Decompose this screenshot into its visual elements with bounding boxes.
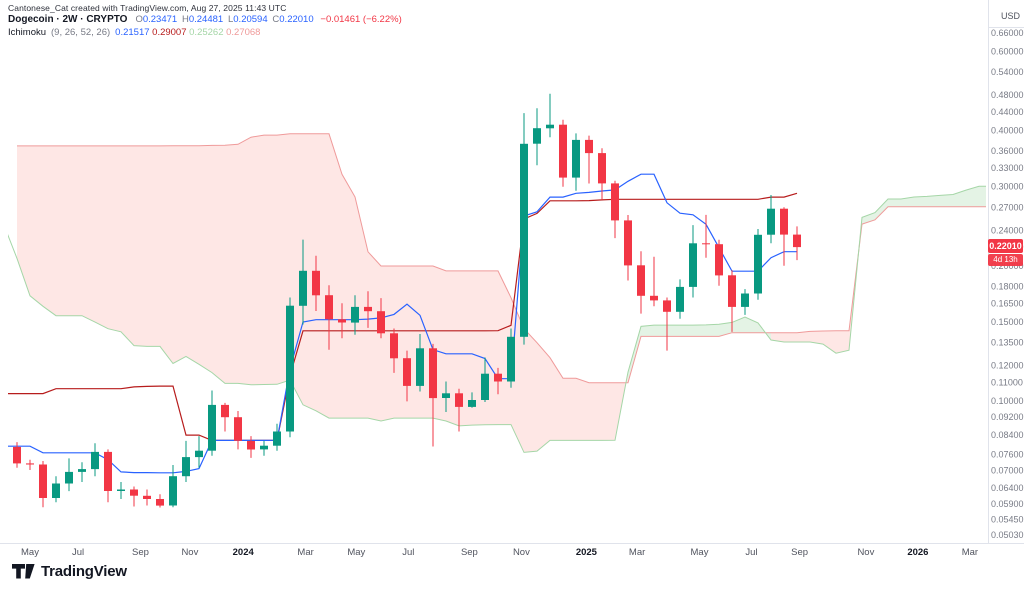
- symbol-title[interactable]: Dogecoin · 2W · CRYPTO: [8, 14, 128, 25]
- ichimoku-lines: [8, 133, 986, 474]
- svg-text:0.40000: 0.40000: [991, 126, 1024, 136]
- svg-text:Jul: Jul: [745, 547, 757, 558]
- svg-text:2024: 2024: [233, 547, 255, 558]
- candlesticks: [13, 93, 801, 508]
- tradingview-logo[interactable]: TradingView: [12, 563, 127, 580]
- svg-text:0.54000: 0.54000: [991, 67, 1024, 77]
- high-value: 0.24481: [188, 14, 224, 25]
- indicator-params: (9, 26, 52, 26): [51, 27, 111, 38]
- svg-text:Sep: Sep: [132, 547, 149, 558]
- svg-text:0.07000: 0.07000: [991, 466, 1024, 476]
- svg-text:0.05450: 0.05450: [991, 514, 1024, 524]
- open-label: O: [135, 14, 143, 25]
- low-value: 0.20594: [233, 14, 268, 25]
- svg-text:0.06400: 0.06400: [991, 483, 1024, 493]
- svg-text:0.66000: 0.66000: [991, 28, 1024, 38]
- indicator-value: 0.27068: [226, 27, 261, 38]
- svg-text:Nov: Nov: [513, 547, 530, 558]
- svg-text:Mar: Mar: [962, 547, 978, 558]
- indicator-value: 0.21517: [115, 27, 150, 38]
- svg-text:May: May: [21, 547, 39, 558]
- svg-text:Sep: Sep: [791, 547, 808, 558]
- svg-text:0.18000: 0.18000: [991, 281, 1024, 291]
- svg-text:0.05900: 0.05900: [991, 499, 1024, 509]
- open-value: 0.23471: [142, 14, 178, 25]
- svg-text:0.15000: 0.15000: [991, 317, 1024, 327]
- svg-text:May: May: [691, 547, 709, 558]
- price-axis[interactable]: USD 0.66000 0.60000 0.54000 0.48000 0.44000 0.…: [991, 11, 1024, 540]
- change-value: −0.01461 (−6.22%): [320, 14, 402, 25]
- svg-text:Nov: Nov: [857, 547, 874, 558]
- time-axis[interactable]: May Jul Sep Nov 2024 Mar May Jul Sep Nov 2025 Mar Ma…: [21, 547, 978, 558]
- indicator-values: 0.21517 0.29007 0.25262 0.27068: [115, 27, 260, 38]
- axis-separators: [0, 0, 1024, 544]
- svg-text:0.27000: 0.27000: [991, 202, 1024, 212]
- tradingview-logo-text: TradingView: [41, 563, 127, 580]
- low-label: L: [227, 14, 234, 25]
- svg-text:0.33000: 0.33000: [991, 163, 1024, 173]
- indicator-value: 0.29007: [152, 27, 187, 38]
- indicator-legend[interactable]: Ichimoku (9, 26, 52, 26) 0.21517 0.29007…: [8, 27, 260, 38]
- svg-text:0.48000: 0.48000: [991, 90, 1024, 100]
- svg-text:0.09200: 0.09200: [991, 412, 1024, 422]
- svg-text:0.11000: 0.11000: [991, 377, 1023, 387]
- close-label: C: [272, 14, 280, 25]
- svg-text:0.13500: 0.13500: [991, 338, 1024, 348]
- attribution-text: Cantonese_Cat created with TradingView.c…: [8, 3, 287, 13]
- svg-text:0.10000: 0.10000: [991, 396, 1024, 406]
- svg-text:0.16500: 0.16500: [991, 298, 1024, 308]
- svg-text:USD: USD: [1001, 11, 1021, 21]
- svg-text:Mar: Mar: [297, 547, 313, 558]
- last-price-label: 0.22010 4d 13h: [988, 239, 1023, 267]
- svg-text:0.44000: 0.44000: [991, 107, 1024, 117]
- high-label: H: [181, 14, 189, 25]
- svg-text:0.36000: 0.36000: [991, 146, 1024, 156]
- tradingview-logo-icon: [12, 564, 35, 579]
- last-price-badge: 0.22010: [988, 239, 1023, 254]
- svg-text:0.05030: 0.05030: [991, 530, 1024, 540]
- svg-text:2026: 2026: [907, 547, 928, 558]
- svg-text:May: May: [347, 547, 365, 558]
- svg-text:Nov: Nov: [181, 547, 198, 558]
- svg-text:Mar: Mar: [629, 547, 645, 558]
- bar-countdown-badge: 4d 13h: [988, 254, 1023, 267]
- close-value: 0.22010: [279, 14, 314, 25]
- svg-text:0.24000: 0.24000: [991, 225, 1024, 235]
- svg-text:0.30000: 0.30000: [991, 182, 1024, 192]
- svg-text:0.08400: 0.08400: [991, 430, 1024, 440]
- svg-text:0.12000: 0.12000: [991, 360, 1024, 370]
- svg-text:0.60000: 0.60000: [991, 47, 1024, 57]
- svg-text:2025: 2025: [576, 547, 598, 558]
- indicator-name[interactable]: Ichimoku: [8, 27, 47, 38]
- svg-text:0.07600: 0.07600: [991, 450, 1024, 460]
- symbol-legend[interactable]: Dogecoin · 2W · CRYPTO O0.23471 H0.24481…: [8, 14, 402, 25]
- svg-text:Jul: Jul: [402, 547, 414, 558]
- indicator-value: 0.25262: [189, 27, 224, 38]
- svg-text:Jul: Jul: [72, 547, 84, 558]
- ohlc-values: O0.23471 H0.24481 L0.20594 C0.22010 −0.0…: [133, 14, 401, 25]
- svg-text:Sep: Sep: [461, 547, 478, 558]
